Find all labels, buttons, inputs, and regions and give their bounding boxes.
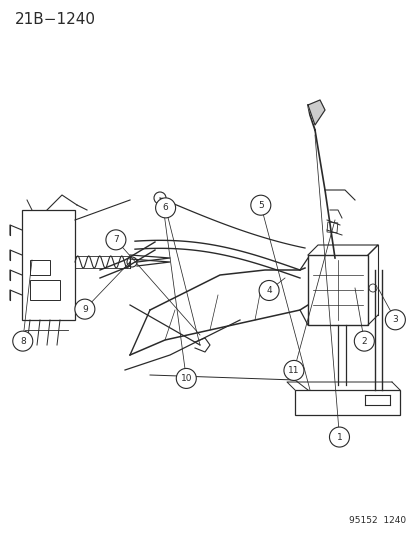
Circle shape (176, 368, 196, 389)
Circle shape (329, 427, 349, 447)
Text: 4: 4 (266, 286, 271, 295)
Bar (326, 222, 337, 233)
Polygon shape (307, 100, 324, 125)
Text: 9: 9 (82, 305, 88, 313)
Text: 10: 10 (180, 374, 192, 383)
Bar (30, 260, 50, 275)
Text: 6: 6 (162, 204, 168, 212)
Circle shape (250, 195, 270, 215)
Circle shape (385, 310, 404, 330)
Bar (22, 210, 75, 320)
Bar (307, 255, 367, 325)
Bar (30, 280, 60, 300)
Text: 21B−1240: 21B−1240 (15, 12, 96, 27)
Circle shape (75, 299, 95, 319)
Text: 2: 2 (361, 337, 366, 345)
Text: 5: 5 (257, 201, 263, 209)
Circle shape (106, 230, 126, 250)
Circle shape (259, 280, 278, 301)
Circle shape (354, 331, 373, 351)
Bar (294, 390, 399, 415)
Circle shape (155, 198, 175, 218)
Circle shape (13, 331, 33, 351)
Text: 1: 1 (336, 433, 342, 441)
Text: 7: 7 (113, 236, 119, 244)
Text: 11: 11 (287, 366, 299, 375)
Text: 95152  1240: 95152 1240 (348, 516, 405, 525)
Text: 8: 8 (20, 337, 26, 345)
Circle shape (283, 360, 303, 381)
Text: 3: 3 (392, 316, 397, 324)
